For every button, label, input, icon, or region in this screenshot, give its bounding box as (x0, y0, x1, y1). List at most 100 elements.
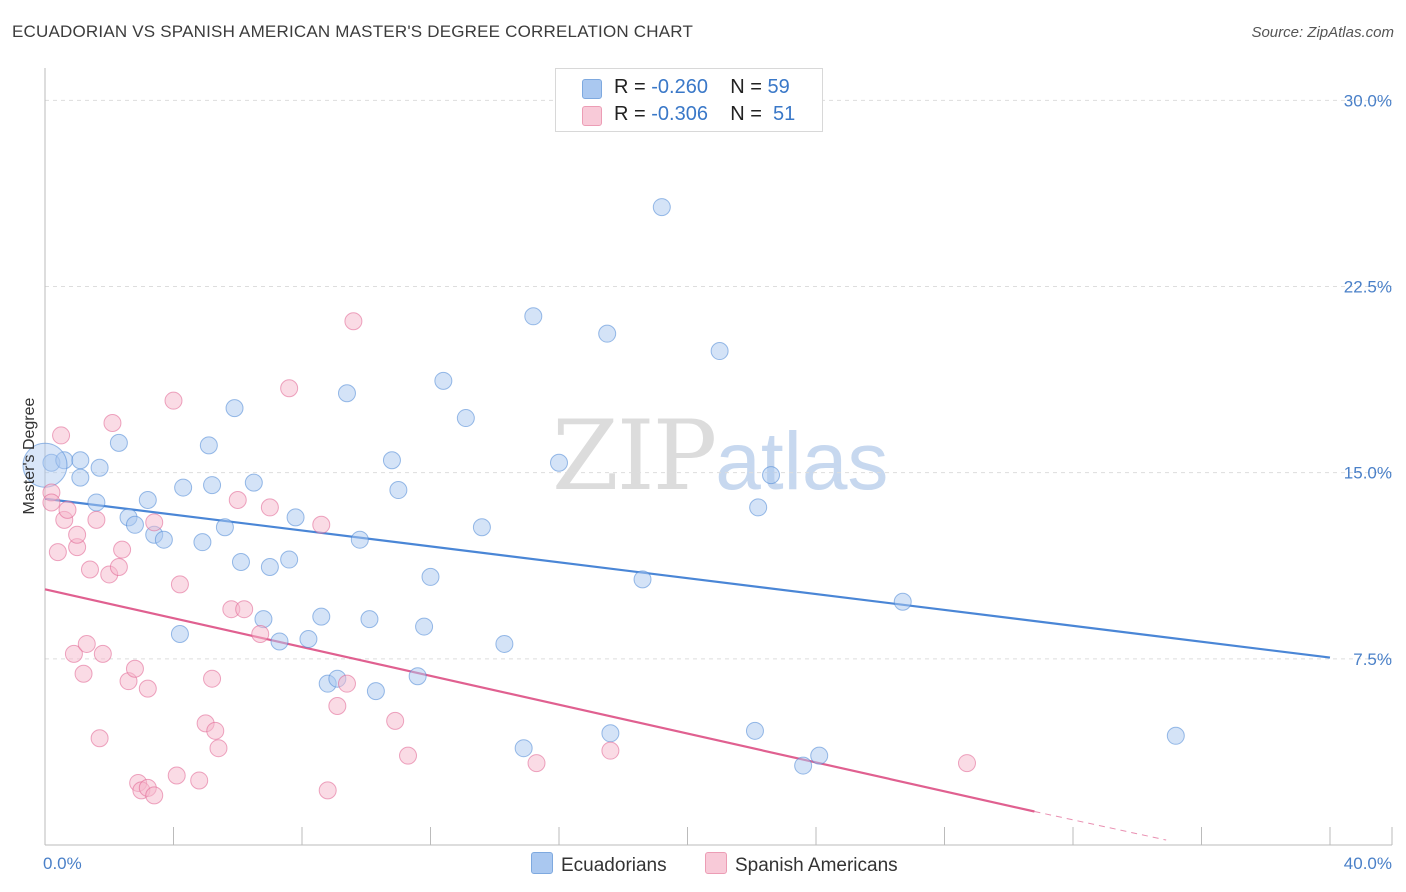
ecuadorian-point (472, 518, 491, 537)
spanish-american-point (228, 490, 247, 509)
data-points (22, 198, 1185, 805)
spanish-american-point (251, 625, 270, 644)
spanish-american-point (93, 644, 112, 663)
spanish-american-point (957, 754, 976, 773)
ecuadorian-point (762, 466, 781, 485)
ecuadorian-point (154, 530, 173, 549)
ecuadorian-point (421, 567, 440, 586)
ecuadorian-point (745, 721, 764, 740)
y-tick-label: 22.5% (1344, 278, 1392, 297)
spanish-american-point (167, 766, 186, 785)
ecuadorian-point (286, 508, 305, 527)
spanish-american-trend-line (44, 588, 1035, 813)
spanish-american-point (77, 634, 96, 653)
ecuadorian-point (254, 610, 273, 629)
ecuadorian-point (1166, 726, 1185, 745)
spanish-american-point (312, 515, 331, 534)
ecuadorian-point (215, 518, 234, 537)
bottom-legend-swatch (705, 852, 727, 874)
ecuadorian-trend-line (44, 497, 1331, 659)
trend-lines (44, 497, 1331, 841)
x-tick-label: 0.0% (43, 854, 82, 873)
legend-swatch-spanish-americans (582, 106, 602, 126)
ecuadorian-point (225, 399, 244, 418)
spanish-american-point (125, 659, 144, 678)
spanish-american-point (386, 711, 405, 730)
ecuadorian-point (794, 756, 813, 775)
gridlines (45, 99, 1392, 660)
legend-n-label: N = (730, 76, 762, 98)
ecuadorian-point (231, 553, 250, 572)
spanish-american-point (399, 746, 418, 765)
tick-labels: 7.5% 15.0% 22.5% 30.0% 0.0% 40.0% (43, 91, 1392, 873)
ecuadorian-point (71, 468, 90, 487)
ecuadorian-point (199, 436, 218, 455)
spanish-american-point (87, 510, 106, 529)
chart-title: ECUADORIAN VS SPANISH AMERICAN MASTER'S … (12, 22, 694, 41)
ecuadorian-point (170, 625, 189, 644)
ecuadorian-point (495, 634, 514, 653)
ecuadorian-point (514, 739, 533, 758)
spanish-american-point (260, 498, 279, 517)
spanish-american-point (164, 391, 183, 410)
ecuadorian-point (350, 530, 369, 549)
ecuadorian-point (280, 550, 299, 569)
spanish-american-point (68, 525, 87, 544)
ecuadorian-point (87, 493, 106, 512)
ecuadorian-point (456, 409, 475, 428)
ecuadorian-point (366, 682, 385, 701)
ecuadorian-point (138, 490, 157, 509)
spanish-american-point (48, 543, 67, 562)
spanish-american-point (52, 426, 71, 445)
spanish-american-point (328, 696, 347, 715)
legend-r-label: R = (614, 76, 646, 98)
spanish-american-point (64, 644, 83, 663)
spanish-american-point (113, 540, 132, 559)
spanish-american-point (601, 741, 620, 760)
spanish-american-point (138, 679, 157, 698)
spanish-american-point (170, 575, 189, 594)
legend-n-value: 59 (767, 76, 790, 98)
ecuadorian-point (71, 451, 90, 470)
ecuadorian-point (260, 557, 279, 576)
spanish-american-point (337, 674, 356, 693)
ecuadorian-point (360, 610, 379, 629)
legend-n-value: 51 (773, 103, 796, 125)
ecuadorian-point (408, 667, 427, 686)
ecuadorian-point (299, 629, 318, 648)
spanish-american-point (103, 414, 122, 433)
spanish-american-point (280, 379, 299, 398)
ecuadorian-point (749, 498, 768, 517)
ecuadorian-point (270, 632, 289, 651)
ecuadorian-point (312, 607, 331, 626)
bottom-legend-swatch (531, 852, 553, 874)
x-tick-label: 40.0% (1344, 854, 1392, 873)
legend-r-value: -0.260 (651, 76, 708, 98)
ecuadorian-point (203, 476, 222, 495)
ecuadorian-point (125, 515, 144, 534)
watermark-atlas: atlas (715, 416, 889, 507)
legend-n-label: N = (730, 103, 762, 125)
bottom-legend-spanish-americans: Spanish Americans (705, 852, 898, 877)
ecuadorian-point (193, 533, 212, 552)
spanish-american-point (80, 560, 99, 579)
ecuadorian-point (434, 371, 453, 390)
ecuadorian-point (244, 473, 263, 492)
ecuadorian-point (893, 592, 912, 611)
spanish-american-point (527, 754, 546, 773)
spanish-american-point (209, 739, 228, 758)
ecuadorian-point (601, 724, 620, 743)
ecuadorian-point (90, 458, 109, 477)
bottom-legend-label: Ecuadorians (561, 855, 667, 876)
y-tick-label: 7.5% (1353, 650, 1392, 669)
ecuadorian-point (633, 570, 652, 589)
watermark: ZIPatlas (552, 400, 888, 512)
spanish-american-point (90, 729, 109, 748)
ecuadorian-point (174, 478, 193, 497)
spanish-american-point (145, 513, 164, 532)
source-label: Source: ZipAtlas.com (1251, 24, 1394, 41)
ecuadorian-point (109, 433, 128, 452)
stats-legend: R = -0.260 N = 59 R = -0.306 N = 51 (555, 68, 823, 132)
legend-r-label: R = (614, 103, 646, 125)
